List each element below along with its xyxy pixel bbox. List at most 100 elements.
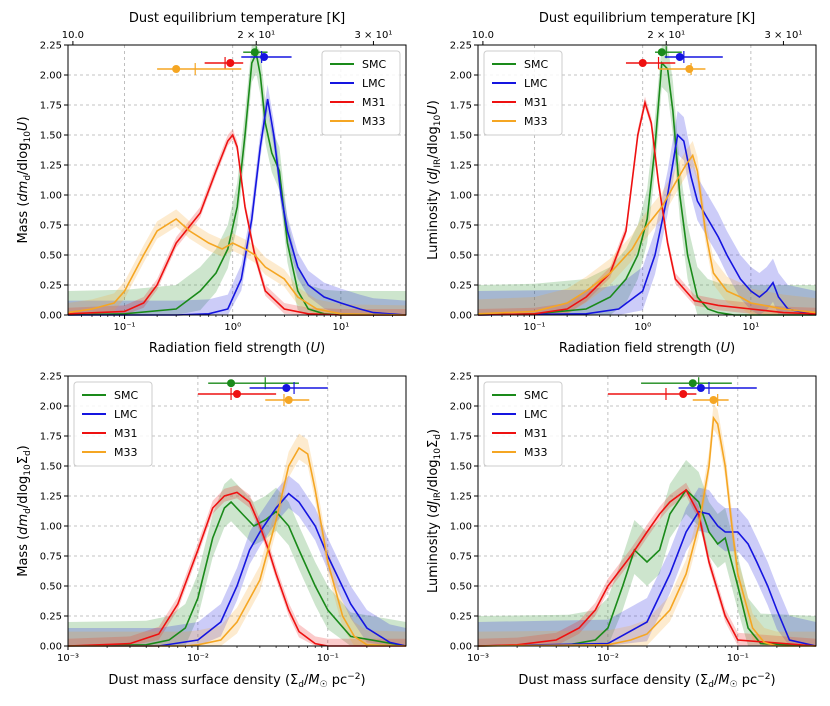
- band-m33: [478, 141, 816, 315]
- y-tick-label: 0.75: [450, 221, 472, 232]
- legend: SMC LMC M31 M33: [483, 50, 563, 136]
- line-m33: [477, 415, 816, 647]
- legend-label-smc: SMC: [114, 389, 138, 402]
- x-ticks: 10⁻¹ 10⁰ 10¹: [491, 315, 803, 333]
- legend-box: [483, 50, 563, 136]
- y-tick-label: 1.50: [40, 462, 62, 473]
- band-smc: [478, 45, 816, 315]
- axes-frame: [67, 44, 407, 316]
- x-axis-title: Dust mass surface density (Σd/M☉ pc−2): [518, 672, 775, 690]
- legend-label-smc: SMC: [362, 58, 386, 71]
- x-ticks: 10⁻³ 10⁻² 10⁻¹: [57, 646, 391, 664]
- marker-lmc: [282, 384, 291, 392]
- marker-m33: [685, 65, 694, 73]
- y-tick-label: 0.00: [450, 642, 472, 653]
- panel-u-lum: 10⁻¹ 10⁰ 10¹ 0.00 0.25 0.50 0.75 1.00 1.25 1.50 1…: [426, 11, 817, 356]
- legend: SMC LMC M31 M33: [73, 381, 153, 467]
- panel-sigma-mass: 10⁻³ 10⁻² 10⁻¹ 0.00 0.25 0.50 0.75 1.00 1.25 1.5…: [16, 372, 407, 690]
- y-ticks: 0.00 0.25 0.50 0.75 1.00 1.25 1.50 1.75 2.00 2.25: [40, 372, 68, 653]
- line-smc: [477, 488, 817, 647]
- legend-label-lmc: LMC: [114, 408, 138, 421]
- y-tick-label: 1.00: [40, 191, 62, 202]
- y-ticks: 0.00 0.25 0.50 0.75 1.00 1.25 1.50 1.75 2.00 2.25: [450, 41, 478, 322]
- y-tick-label: 0.00: [450, 311, 472, 322]
- top-tick-label: 10.0: [62, 30, 84, 41]
- y-tick-label: 1.25: [40, 161, 62, 172]
- marker-smc: [227, 379, 236, 388]
- marker-smc: [250, 48, 259, 57]
- y-tick-label: 0.75: [40, 221, 62, 232]
- top-tick-label: 2 × 10¹: [647, 30, 685, 41]
- legend: SMC LMC M31 M33: [483, 381, 563, 467]
- top-ticks: 10.0 2 × 10¹ 3 × 10¹: [472, 30, 803, 45]
- x-tick-label: 10⁻³: [57, 653, 79, 664]
- y-tick-label: 2.25: [450, 372, 472, 383]
- errorbar-markers: [625, 46, 723, 75]
- legend-label-m33: M33: [524, 115, 548, 128]
- x-ticks: 10⁻¹ 10⁰ 10¹: [81, 315, 393, 333]
- x-tick-label: 10⁰: [634, 322, 651, 333]
- top-tick-label: 2 × 10¹: [237, 30, 275, 41]
- y-tick-label: 2.25: [40, 41, 62, 52]
- legend-label-m31: M31: [114, 427, 138, 440]
- band-smc: [478, 460, 816, 646]
- y-tick-label: 2.25: [40, 372, 62, 383]
- legend-label-lmc: LMC: [524, 408, 548, 421]
- y-axis-title: Luminosity (dJIR/dlog10Σd): [426, 429, 443, 593]
- y-tick-label: 0.50: [450, 582, 472, 593]
- y-tick-label: 0.25: [450, 281, 472, 292]
- legend-label-lmc: LMC: [524, 77, 548, 90]
- top-tick-label: 3 × 10¹: [765, 30, 803, 41]
- panel-sigma-lum: 10⁻³ 10⁻² 10⁻¹ 0.00 0.25 0.50 0.75 1.00 1.25 1.5…: [426, 372, 817, 690]
- y-tick-label: 1.50: [40, 131, 62, 142]
- marker-m33: [172, 65, 181, 73]
- y-tick-label: 1.75: [450, 432, 472, 443]
- y-tick-label: 0.25: [40, 281, 62, 292]
- x-tick-label: 10⁻¹: [317, 653, 339, 664]
- line-smc: [67, 500, 407, 647]
- y-tick-label: 1.50: [450, 131, 472, 142]
- y-tick-label: 0.00: [40, 311, 62, 322]
- y-tick-label: 1.75: [40, 101, 62, 112]
- band-m33: [68, 209, 406, 315]
- y-ticks: 0.00 0.25 0.50 0.75 1.00 1.25 1.50 1.75 2.00 2.25: [450, 372, 478, 653]
- legend-label-smc: SMC: [524, 389, 548, 402]
- axes-frame: [477, 44, 817, 316]
- errorbar-markers: [607, 377, 757, 406]
- x-axis-title: Radiation field strength (U): [149, 341, 325, 356]
- top-tick-label: 3 × 10¹: [355, 30, 393, 41]
- y-tick-label: 0.25: [40, 612, 62, 623]
- y-tick-label: 0.50: [40, 582, 62, 593]
- legend-label-m33: M33: [114, 446, 138, 459]
- panel-u-mass: 10⁻¹ 10⁰ 10¹ 0.00 0.25 0.50 0.75 1.00 1.25 1.50 1…: [16, 11, 407, 356]
- legend: SMC LMC M31 M33: [321, 50, 401, 136]
- x-tick-label: 10⁰: [224, 322, 241, 333]
- uncertainty-bands: [68, 45, 406, 315]
- y-tick-label: 1.00: [40, 522, 62, 533]
- x-axis-title: Dust mass surface density (Σd/M☉ pc−2): [108, 672, 365, 690]
- band-smc: [68, 478, 406, 646]
- marker-lmc: [260, 53, 269, 61]
- errorbar-markers: [157, 46, 292, 75]
- x-tick-label: 10¹: [743, 322, 760, 333]
- legend-box: [483, 381, 563, 467]
- line-m31: [67, 491, 406, 647]
- y-tick-label: 2.00: [40, 71, 62, 82]
- top-tick-label: 10.0: [472, 30, 494, 41]
- line-lmc: [477, 510, 817, 647]
- y-tick-label: 0.50: [450, 251, 472, 262]
- x-axis-title: Radiation field strength (U): [559, 341, 735, 356]
- marker-lmc: [675, 53, 684, 61]
- x-tick-label: 10⁻¹: [114, 322, 136, 333]
- y-tick-label: 1.25: [450, 161, 472, 172]
- top-ticks: 10.0 2 × 10¹ 3 × 10¹: [62, 30, 393, 45]
- line-m31: [67, 133, 406, 316]
- x-tick-label: 10⁻²: [597, 653, 619, 664]
- series-lines: [477, 415, 817, 647]
- y-tick-label: 1.75: [450, 101, 472, 112]
- y-ticks: 0.00 0.25 0.50 0.75 1.00 1.25 1.50 1.75 2.00 2.25: [40, 41, 68, 322]
- legend-label-smc: SMC: [524, 58, 548, 71]
- line-lmc: [68, 98, 407, 316]
- y-tick-label: 1.75: [40, 432, 62, 443]
- y-tick-label: 0.75: [40, 552, 62, 563]
